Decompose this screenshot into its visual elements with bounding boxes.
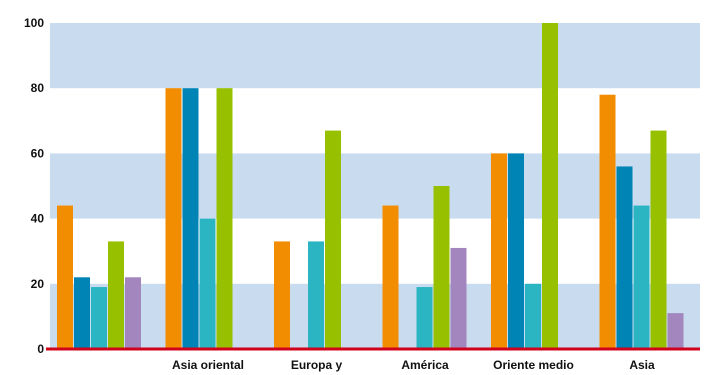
x-category-label: América xyxy=(401,358,449,372)
bar xyxy=(216,88,233,349)
bar xyxy=(633,205,650,349)
bar xyxy=(199,218,216,349)
x-category-label: Europa y xyxy=(291,358,343,372)
y-tick-label: 20 xyxy=(31,277,45,291)
y-tick-label: 60 xyxy=(31,146,45,160)
grid-band xyxy=(50,283,700,349)
y-tick-label: 80 xyxy=(31,81,45,95)
bar xyxy=(57,205,73,349)
bar xyxy=(182,88,199,349)
bar xyxy=(450,247,467,349)
bar xyxy=(308,241,324,349)
bar xyxy=(274,241,290,349)
bar xyxy=(416,287,433,349)
bar xyxy=(667,313,684,349)
bar xyxy=(525,283,541,349)
x-category-label: Oriente medio xyxy=(493,358,574,372)
bar xyxy=(508,153,524,349)
bar xyxy=(616,166,633,349)
bar xyxy=(433,186,450,349)
y-axis-ticks: 0 20 40 60 80 100 xyxy=(24,16,44,356)
bar xyxy=(91,287,107,349)
bar-series xyxy=(57,23,684,349)
bar xyxy=(125,277,141,349)
bar xyxy=(108,241,124,349)
x-category-label: Asia xyxy=(629,358,655,372)
bar xyxy=(491,153,507,349)
bar xyxy=(650,130,667,349)
x-axis-labels: Asia oriental Europa y América Oriente medi… xyxy=(172,358,655,372)
bar xyxy=(74,277,90,349)
y-tick-label: 0 xyxy=(37,342,44,356)
bar xyxy=(325,130,341,349)
x-category-label: Asia oriental xyxy=(172,358,244,372)
grid-bands xyxy=(50,23,700,349)
bar xyxy=(382,205,399,349)
bar xyxy=(599,94,616,349)
y-tick-label: 100 xyxy=(24,16,44,30)
y-tick-label: 40 xyxy=(31,212,45,226)
bar xyxy=(165,88,182,349)
grid-band xyxy=(50,153,700,219)
bar xyxy=(542,23,558,349)
grid-band xyxy=(50,23,700,89)
